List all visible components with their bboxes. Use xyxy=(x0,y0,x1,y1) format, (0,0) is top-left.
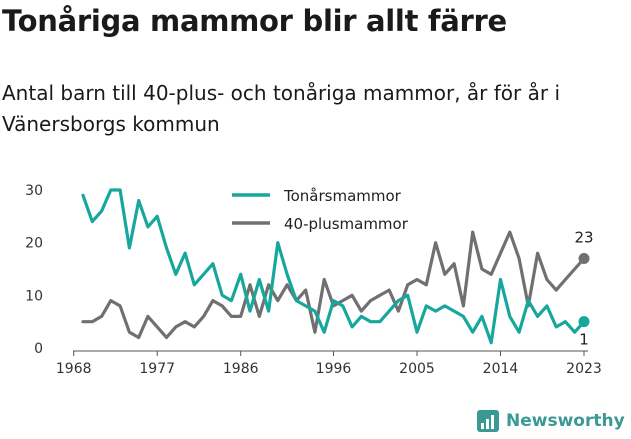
x-tick-label: 2005 xyxy=(399,361,435,377)
y-axis: 0 10 20 30 xyxy=(25,183,43,357)
y-tick-label: 30 xyxy=(25,183,43,199)
y-tick-label: 10 xyxy=(25,288,43,304)
newsworthy-icon xyxy=(477,410,499,432)
end-labels: 23 1 xyxy=(574,228,593,348)
x-tick-label: 1977 xyxy=(139,361,175,377)
legend: Tonårsmammor 40-plusmammor xyxy=(232,187,409,233)
series-line-tonarsmammor xyxy=(81,188,586,345)
brand-name: Newsworthy xyxy=(506,411,625,431)
y-tick-label: 0 xyxy=(34,341,43,357)
chart-title: Tonåriga mammor blir allt färre xyxy=(2,4,507,38)
series-end-point xyxy=(578,252,590,264)
x-tick-label: 1996 xyxy=(316,361,352,377)
series-layer xyxy=(81,188,590,345)
x-tick-label: 2023 xyxy=(566,361,602,377)
chart-subtitle: Antal barn till 40-plus- och tonåriga ma… xyxy=(2,81,561,136)
series-end-label: 1 xyxy=(579,331,589,349)
series-end-point xyxy=(578,316,590,328)
x-axis: 1968 1977 1986 1996 2005 2014 2023 xyxy=(56,350,602,377)
y-tick-label: 20 xyxy=(25,236,43,252)
legend-label: Tonårsmammor xyxy=(283,187,402,205)
series-line-40-plusmammor xyxy=(81,230,586,340)
x-tick-label: 2014 xyxy=(483,361,519,377)
series-end-label: 23 xyxy=(574,228,593,246)
legend-label: 40-plusmammor xyxy=(284,215,409,233)
x-tick-label: 1968 xyxy=(56,361,92,377)
newsworthy-logo: Newsworthy xyxy=(476,409,625,433)
x-tick-label: 1986 xyxy=(223,361,259,377)
